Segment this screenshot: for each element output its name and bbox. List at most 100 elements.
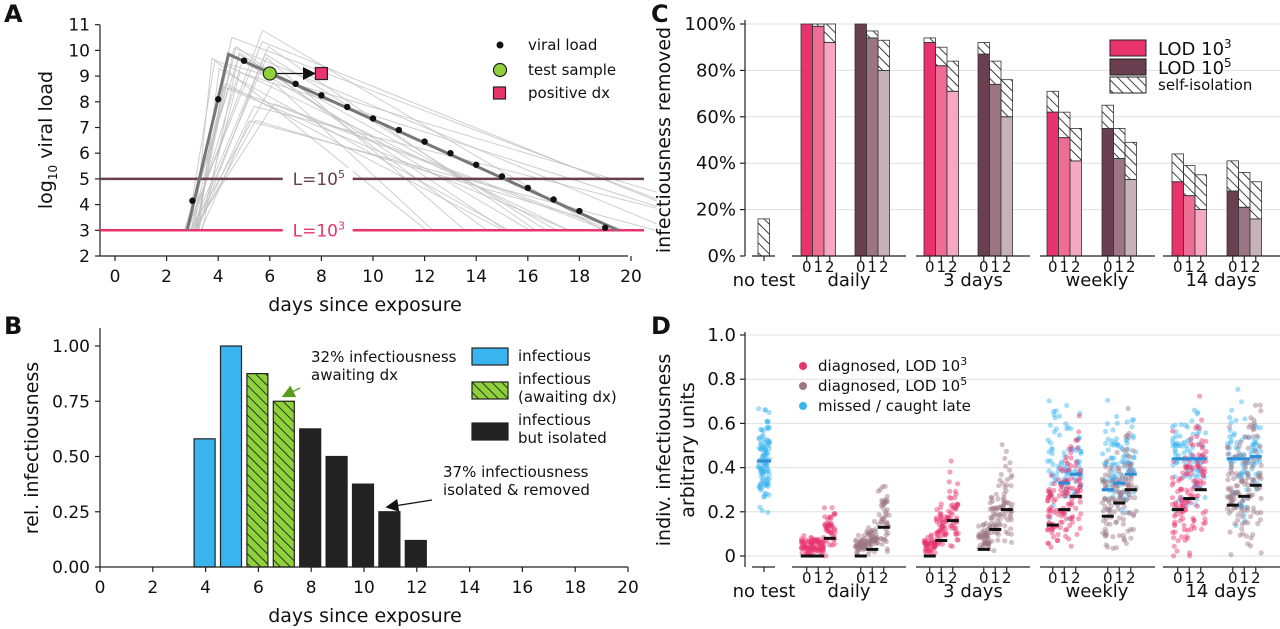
a-x-tick-label: 18 (569, 267, 591, 287)
c-bar-lod5-dx (1101, 127, 1114, 257)
d-point-lod3 (1201, 466, 1207, 472)
d-point-lod5 (1239, 526, 1245, 532)
d-point-lod5 (1245, 482, 1251, 488)
d-point-lod5 (872, 538, 878, 545)
d-point-lod5 (981, 542, 987, 548)
d-sub-label: 0 (856, 569, 866, 587)
d-point-missed (1176, 443, 1182, 449)
legend-d-missed: missed / caught late (818, 397, 971, 415)
d-point-missed (1195, 409, 1201, 415)
panel-b-label: B (4, 312, 22, 340)
d-point-lod5 (878, 536, 884, 542)
d-point-missed (1110, 427, 1116, 433)
d-point-lod5 (1248, 422, 1254, 428)
d-point-lod5 (994, 505, 1000, 512)
c-y-tick-label: 100% (685, 14, 736, 35)
d-point-missed (1231, 431, 1238, 437)
d-point-lod3 (932, 542, 938, 548)
d-point-lod3 (1064, 526, 1070, 532)
c-bar-lod5-self-isolation (1238, 172, 1251, 208)
a-x-tick-label: 16 (517, 267, 539, 287)
d-point-lod5 (1224, 444, 1231, 450)
d-point-no-test (766, 468, 772, 474)
d-point-missed (1112, 440, 1118, 446)
d-point-lod5 (997, 512, 1003, 518)
a-viral-load-point (369, 115, 377, 122)
d-point-lod5 (1238, 478, 1244, 484)
d-point-lod3 (1188, 440, 1194, 447)
d-point-lod3 (808, 543, 814, 549)
d-point-no-test (764, 465, 771, 471)
d-point-lod5 (875, 540, 881, 546)
d-point-lod3 (1070, 514, 1076, 520)
legend-test-sample-marker (492, 62, 508, 78)
d-point-lod3 (815, 539, 822, 545)
d-point-lod3 (825, 528, 831, 534)
d-point-missed (1104, 459, 1110, 465)
d-point-lod5 (857, 539, 863, 545)
d-point-missed (1072, 488, 1078, 495)
d-point-lod3 (812, 549, 818, 555)
d-point-missed (1173, 460, 1179, 466)
d-point-lod3 (1066, 467, 1072, 473)
d-point-lod5 (981, 527, 987, 533)
d-point-lod5 (1111, 509, 1117, 515)
d-point-lod3 (1048, 492, 1055, 498)
d-point-lod5 (1009, 501, 1015, 507)
d-point-lod3 (941, 523, 948, 529)
d-point-lod5 (1249, 463, 1256, 470)
c-group-label: weekly (1066, 270, 1129, 291)
d-point-lod3 (1191, 517, 1197, 524)
d-point-no-test (756, 484, 762, 491)
d-point-no-test (758, 474, 765, 480)
d-point-lod5 (1250, 505, 1256, 511)
d-point-missed (1185, 498, 1192, 505)
d-point-lod3 (801, 545, 807, 552)
d-point-missed (1237, 452, 1243, 458)
d-point-lod3 (934, 506, 940, 513)
d-point-lod3 (1183, 507, 1189, 513)
d-point-lod3 (801, 533, 807, 539)
d-point-missed (1105, 397, 1111, 403)
d-point-missed (1051, 429, 1057, 435)
d-point-lod5 (880, 484, 886, 490)
d-point-lod5 (1242, 481, 1248, 487)
d-point-missed (1102, 477, 1108, 483)
d-point-lod5 (1118, 491, 1124, 497)
d-point-lod5 (869, 536, 875, 542)
d-point-lod3 (935, 541, 942, 547)
d-point-missed (1106, 477, 1113, 483)
a-background-trajectory (194, 119, 625, 231)
d-point-missed (1046, 515, 1053, 521)
d-point-lod5 (1235, 512, 1241, 518)
b-x-tick-label: 14 (459, 578, 481, 598)
c-bar-lod3-self-isolation (812, 23, 825, 27)
d-point-missed (1202, 430, 1209, 436)
d-point-lod5 (1225, 451, 1231, 457)
c-y-tick-label: 20% (696, 200, 736, 221)
d-point-lod3 (823, 525, 829, 531)
d-point-lod3 (1182, 507, 1188, 513)
d-point-missed (1123, 475, 1129, 481)
d-point-lod3 (939, 524, 945, 530)
d-point-missed (1246, 459, 1252, 465)
a-threshold-label-bg (282, 167, 353, 188)
d-point-lod3 (1067, 446, 1073, 452)
a-background-trajectory (190, 45, 488, 231)
d-point-lod3 (1177, 494, 1183, 500)
d-point-lod5 (1117, 496, 1123, 502)
d-point-lod3 (932, 543, 938, 549)
d-point-lod5 (1245, 471, 1251, 477)
d-point-lod5 (865, 540, 871, 547)
d-point-missed (1105, 436, 1111, 442)
a-x-tick-label: 4 (213, 267, 224, 287)
d-sub-label: 2 (1196, 569, 1206, 587)
a-background-trajectory (190, 45, 537, 231)
d-point-lod5 (1240, 531, 1246, 537)
a-viral-load-point (189, 197, 196, 204)
d-point-lod5 (882, 499, 888, 505)
d-point-lod3 (1045, 497, 1051, 504)
d-point-lod5 (1000, 480, 1006, 486)
d-point-missed (1076, 463, 1082, 469)
d-point-lod5 (862, 542, 868, 548)
